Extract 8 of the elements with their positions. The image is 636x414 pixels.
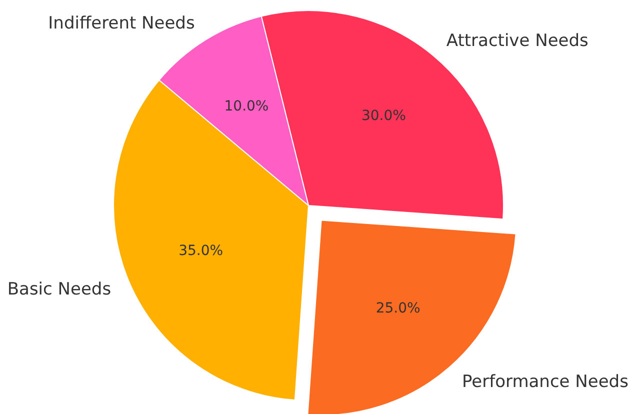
data-label: 10.0% xyxy=(224,98,269,114)
slice-label: Indifferent Needs xyxy=(48,14,195,34)
slice-label: Performance Needs xyxy=(462,372,629,392)
slice-label: Attractive Needs xyxy=(446,31,589,52)
data-label: 30.0% xyxy=(361,108,406,124)
data-label: 35.0% xyxy=(178,243,224,260)
slice-label: Basic Needs xyxy=(7,279,112,300)
data-label: 25.0% xyxy=(376,300,420,317)
